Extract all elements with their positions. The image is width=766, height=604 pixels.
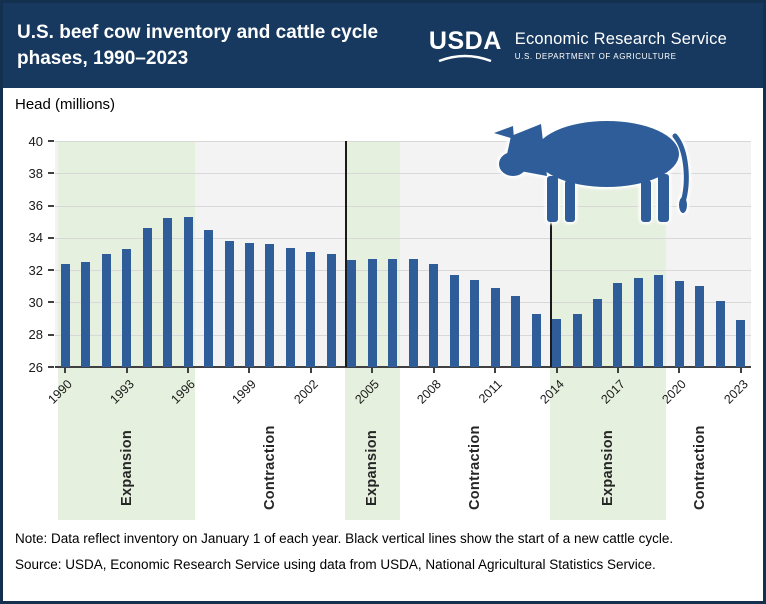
y-tick [48, 269, 54, 272]
bar [429, 263, 439, 367]
usda-logo: USDA [428, 26, 502, 63]
bar [163, 218, 173, 367]
usda-logo-text: USDA [428, 26, 502, 55]
bar [674, 281, 684, 367]
cycle-start-line [549, 141, 552, 367]
x-tick [309, 368, 312, 373]
bar [572, 313, 582, 367]
phase-label: Contraction [691, 425, 708, 511]
bar [81, 262, 91, 367]
bar [388, 258, 398, 367]
bar [511, 295, 521, 367]
source-text: Source: USDA, Economic Research Service … [15, 557, 656, 573]
x-tick [678, 368, 681, 373]
bar [244, 242, 254, 367]
y-tick-label: 28 [28, 327, 43, 343]
bar [490, 287, 500, 367]
bar [122, 249, 132, 367]
usda-swoosh-icon [438, 54, 492, 62]
footnotes: Note: Data reflect inventory on January … [3, 524, 763, 572]
bar [470, 279, 480, 367]
phase-label: Contraction [261, 425, 278, 511]
gridline [55, 270, 751, 272]
x-tick [125, 368, 128, 373]
phase-label: Contraction [466, 425, 483, 511]
gridline [55, 205, 751, 207]
phase-label: Expansion [599, 429, 616, 507]
bar [224, 241, 234, 367]
x-tick [739, 368, 742, 373]
x-axis-line [55, 366, 751, 368]
y-tick [48, 333, 54, 336]
bar [183, 216, 193, 367]
bar [654, 274, 664, 367]
x-tick [64, 368, 67, 373]
bar [367, 258, 377, 367]
bar [347, 260, 357, 367]
bar [736, 320, 746, 367]
y-tick-label: 38 [28, 165, 43, 181]
y-axis-title: Head (millions) [15, 96, 116, 113]
page-title-line2: phases, 1990–2023 [17, 47, 189, 69]
cow-silhouette-icon [494, 121, 689, 222]
x-tick [248, 368, 251, 373]
y-tick-label: 36 [28, 198, 43, 214]
header: U.S. beef cow inventory and cattle cycle… [3, 3, 763, 88]
department-name: U.S. DEPARTMENT OF AGRICULTURE [514, 52, 677, 61]
bar [715, 300, 725, 367]
cycle-start-line [344, 141, 347, 367]
bar [60, 263, 70, 367]
gridline [55, 302, 751, 304]
chart: Head (millions) 26 28 30 32 34 36 38 40 1990 1993… [3, 88, 763, 524]
x-tick [187, 368, 190, 373]
y-tick [48, 236, 54, 239]
bar [408, 258, 418, 367]
page-title: U.S. beef cow inventory and cattle cycle… [17, 20, 378, 71]
bar [204, 229, 214, 367]
x-tick [494, 368, 497, 373]
bar [592, 299, 602, 367]
y-tick-label: 32 [28, 262, 43, 278]
y-tick [48, 172, 54, 175]
x-tick [432, 368, 435, 373]
bar [695, 286, 705, 367]
x-tick [616, 368, 619, 373]
agency-block: Economic Research Service U.S. DEPARTMEN… [515, 30, 727, 61]
page-title-line1: U.S. beef cow inventory and cattle cycle [17, 21, 379, 43]
bar [101, 254, 111, 367]
bar [449, 274, 459, 367]
x-tick-label: 1999 [229, 377, 260, 407]
bar [285, 247, 295, 367]
note-text: Note: Data reflect inventory on January … [15, 531, 674, 546]
y-tick [48, 366, 54, 368]
gridline [55, 141, 751, 142]
phase-label: Expansion [364, 429, 381, 507]
bar [142, 228, 152, 367]
y-tick-label: 40 [28, 133, 43, 149]
usda-brand: USDA Economic Research Service U.S. DEPA… [428, 26, 727, 63]
x-tick [371, 368, 374, 373]
bar [552, 318, 562, 367]
y-tick-label: 26 [28, 359, 43, 375]
x-tick [555, 368, 558, 373]
gridline [55, 334, 751, 336]
y-tick [48, 301, 54, 304]
gridline [55, 173, 751, 175]
phase-label: Expansion [118, 429, 135, 507]
y-tick-label: 30 [28, 294, 43, 310]
bar [265, 244, 275, 367]
y-tick [48, 140, 54, 142]
agency-name: Economic Research Service [514, 30, 727, 48]
bar [633, 278, 643, 367]
bar [531, 313, 541, 367]
y-tick-label: 34 [28, 230, 43, 246]
bar [613, 283, 623, 367]
gridline [55, 237, 751, 239]
bar [326, 254, 336, 367]
y-tick [48, 204, 54, 207]
bar [306, 252, 316, 367]
